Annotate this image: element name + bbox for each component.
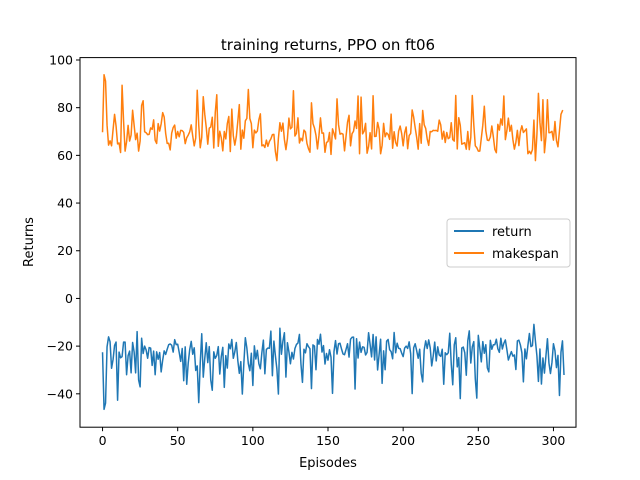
x-tick-label: 300 [542,433,566,448]
x-axis-ticks: 0 50 100 150 200 250 300 [99,427,566,448]
series-line-return [101,323,565,411]
series-layer [101,74,565,411]
legend: return makespan [446,218,571,268]
y-tick-label: 0 [65,291,73,306]
y-tick-label: 80 [57,100,73,115]
x-tick-label: 0 [99,433,107,448]
y-tick-label: 20 [57,243,73,258]
chart-title: training returns, PPO on ft06 [221,36,435,54]
x-tick-label: 250 [466,433,490,448]
x-tick-label: 100 [241,433,265,448]
x-tick-label: 150 [316,433,340,448]
y-axis-ticks: −40 −20 0 20 40 60 80 100 [47,52,80,401]
legend-label-makespan: makespan [492,247,559,262]
legend-label-return: return [492,225,532,240]
x-tick-label: 200 [391,433,415,448]
x-axis-label: Episodes [299,456,357,471]
series-line-makespan [101,74,564,162]
x-tick-label: 50 [170,433,186,448]
y-tick-label: 40 [57,196,73,211]
y-tick-label: −20 [47,339,73,354]
y-tick-label: 100 [49,52,73,67]
y-tick-label: −40 [47,386,73,401]
y-tick-label: 60 [57,148,73,163]
y-axis-label: Returns [22,217,37,267]
